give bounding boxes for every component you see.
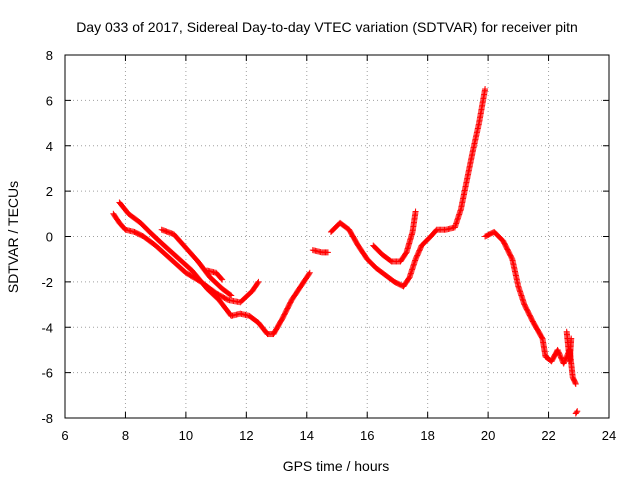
data-point bbox=[573, 409, 580, 416]
x-tick-label: 16 bbox=[360, 428, 374, 443]
x-tick-label: 24 bbox=[602, 428, 616, 443]
x-tick-label: 8 bbox=[122, 428, 129, 443]
x-tick-label: 14 bbox=[300, 428, 314, 443]
x-tick-label: 20 bbox=[481, 428, 495, 443]
data-point bbox=[324, 249, 331, 256]
x-tick-label: 22 bbox=[541, 428, 555, 443]
x-tick-label: 18 bbox=[420, 428, 434, 443]
data-point bbox=[412, 208, 419, 215]
plot-frame bbox=[64, 54, 610, 419]
data-point bbox=[228, 292, 235, 299]
data-point bbox=[218, 275, 225, 282]
data-point bbox=[306, 269, 313, 276]
data-point bbox=[255, 278, 262, 285]
data-point bbox=[572, 379, 579, 386]
y-tick-label: -4 bbox=[41, 320, 53, 335]
data-point bbox=[254, 280, 261, 287]
grid-lines bbox=[65, 55, 609, 418]
data-point bbox=[568, 335, 575, 342]
data-point bbox=[482, 86, 489, 93]
x-tick-label: 6 bbox=[61, 428, 68, 443]
data-points bbox=[110, 86, 581, 417]
data-point bbox=[508, 254, 515, 261]
y-tick-label: -6 bbox=[41, 366, 53, 381]
data-point bbox=[223, 296, 230, 303]
y-tick-label: -8 bbox=[41, 411, 53, 426]
y-tick-label: -2 bbox=[41, 275, 53, 290]
y-axis-label: SDTVAR / TECUs bbox=[5, 181, 21, 293]
y-tick-label: 2 bbox=[46, 184, 53, 199]
x-axis-label: GPS time / hours bbox=[283, 458, 390, 474]
data-point bbox=[574, 408, 581, 415]
data-point bbox=[572, 380, 579, 387]
data-point bbox=[306, 270, 313, 277]
data-point bbox=[219, 276, 226, 283]
x-tick-label: 12 bbox=[239, 428, 253, 443]
data-point bbox=[227, 291, 234, 298]
chart-title: Day 033 of 2017, Sidereal Day-to-day VTE… bbox=[76, 19, 578, 35]
y-tick-label: 6 bbox=[46, 93, 53, 108]
x-tick-label: 10 bbox=[179, 428, 193, 443]
y-tick-label: 4 bbox=[46, 139, 53, 154]
y-tick-label: 8 bbox=[46, 48, 53, 63]
y-tick-label: 0 bbox=[46, 230, 53, 245]
